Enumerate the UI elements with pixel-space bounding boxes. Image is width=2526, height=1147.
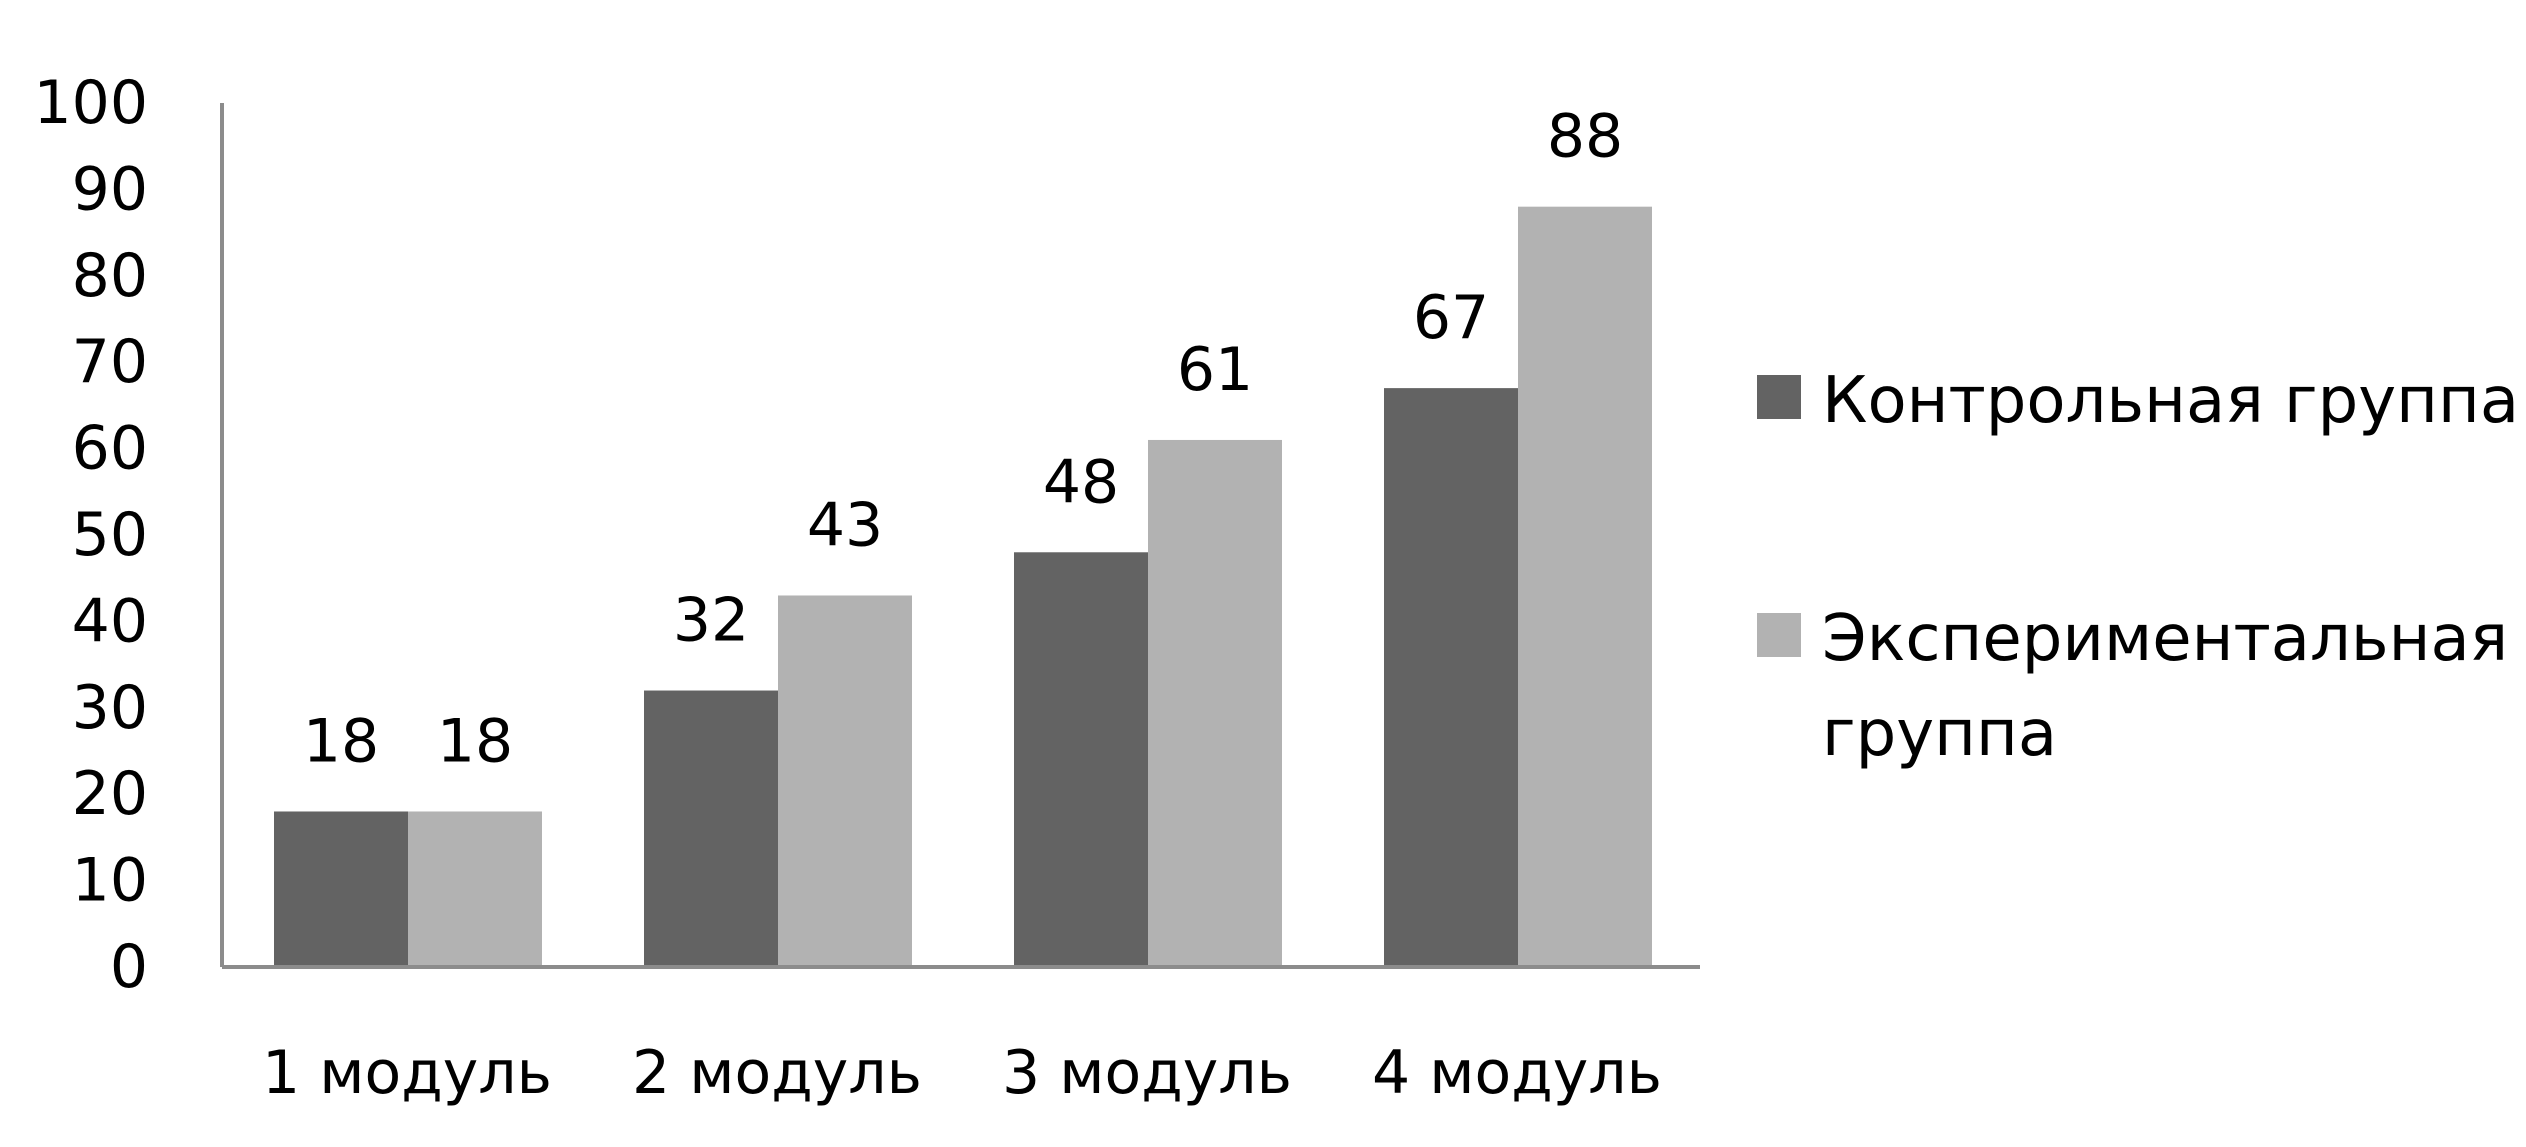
y-tick-label: 100 [33, 68, 148, 138]
bar [408, 811, 542, 967]
y-axis-tick-labels: 0 10 20 30 40 50 60 70 80 90 100 [33, 68, 148, 1002]
legend-swatch [1757, 613, 1801, 657]
data-label: 48 [1043, 447, 1119, 517]
y-tick-label: 40 [72, 586, 148, 656]
data-labels: 18 18 32 43 48 61 67 88 [303, 102, 1623, 777]
y-tick-label: 60 [72, 414, 148, 484]
axes [220, 103, 1700, 969]
x-category-label: 1 модуль [262, 1038, 552, 1108]
x-category-label: 2 модуль [632, 1038, 922, 1108]
bar [274, 811, 408, 967]
x-axis-category-labels: 1 модуль 2 модуль 3 модуль 4 модуль [262, 1038, 1662, 1108]
bar [644, 690, 778, 967]
data-label: 43 [807, 490, 883, 560]
legend-swatch [1757, 375, 1801, 419]
x-category-label: 3 модуль [1002, 1038, 1292, 1108]
y-tick-label: 70 [72, 327, 148, 397]
legend: Контрольная группа Экспериментальная групп… [1757, 364, 2519, 771]
y-tick-label: 90 [72, 154, 148, 224]
y-tick-label: 50 [72, 500, 148, 570]
y-tick-label: 0 [110, 932, 148, 1002]
y-tick-label: 10 [72, 846, 148, 916]
x-category-label: 4 модуль [1372, 1038, 1662, 1108]
legend-label: Контрольная группа [1822, 364, 2519, 438]
bar [1384, 388, 1518, 967]
bar [778, 595, 912, 967]
data-label: 18 [303, 706, 379, 776]
data-label: 88 [1547, 102, 1623, 172]
bar [1518, 206, 1652, 967]
bar [1148, 439, 1282, 968]
data-label: 67 [1413, 283, 1489, 353]
y-tick-label: 80 [72, 241, 148, 311]
y-tick-label: 20 [72, 759, 148, 829]
data-label: 61 [1177, 335, 1253, 405]
legend-label: группа [1822, 697, 2057, 771]
bar [1014, 552, 1148, 967]
bars [274, 206, 1652, 968]
legend-label: Экспериментальная [1822, 602, 2508, 676]
data-label: 32 [673, 586, 749, 656]
data-label: 18 [437, 706, 513, 776]
y-tick-label: 30 [72, 673, 148, 743]
